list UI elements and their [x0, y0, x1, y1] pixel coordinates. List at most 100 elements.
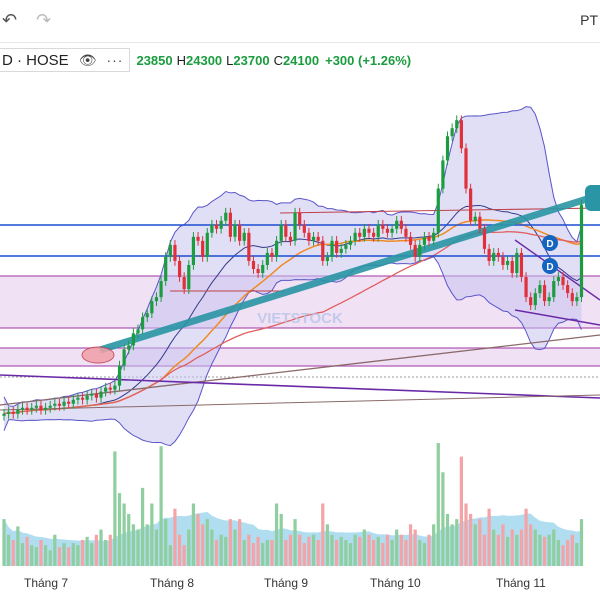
candle-body [450, 128, 454, 137]
volume-bar [242, 539, 246, 566]
volume-bar [210, 529, 214, 566]
volume-bar [335, 539, 339, 566]
symbol-box[interactable]: D · HOSE 👁 ··· [0, 48, 131, 72]
high-value: 24300 [186, 52, 223, 68]
volume-bar [307, 536, 311, 566]
high-label: H [176, 52, 187, 68]
candle-body [39, 405, 43, 410]
candle-body [399, 220, 403, 229]
candle-body [173, 244, 177, 261]
undo-icon[interactable]: ↶ [2, 10, 18, 30]
candle-body [482, 228, 487, 249]
candle-body [413, 244, 417, 257]
brown-lower-line [0, 394, 600, 411]
volume-bar [265, 539, 269, 566]
x-axis: Tháng 7 Tháng 8 Tháng 9 Tháng 10 Tháng 1… [0, 568, 600, 600]
volume-bar [515, 534, 519, 566]
candle-body [422, 236, 427, 245]
candle-body [524, 277, 528, 298]
volume-bar [233, 529, 237, 566]
candle-body [224, 212, 228, 221]
candle-body [408, 236, 413, 245]
eye-icon[interactable]: 👁 [78, 51, 97, 68]
redo-icon[interactable]: ↷ [36, 10, 52, 30]
candle-body [150, 301, 154, 314]
volume-bar [529, 524, 533, 566]
volume-bar [219, 534, 223, 566]
candle-body [177, 260, 182, 278]
volume-bar [94, 534, 98, 566]
close-value: 24100 [282, 52, 320, 68]
candle-body [492, 252, 496, 261]
candle-body [71, 399, 75, 404]
volume-bar [561, 545, 565, 566]
candle-body [53, 403, 57, 406]
volume-bar [519, 529, 524, 566]
volume-bar [99, 529, 103, 566]
candle-body [201, 240, 205, 257]
volume-bar [196, 513, 200, 566]
more-icon[interactable]: ··· [106, 52, 124, 68]
candle-body [473, 216, 477, 221]
x-label-5: Tháng 11 [496, 576, 546, 590]
volume-bar [455, 519, 459, 566]
candle-body [16, 409, 20, 414]
volume-bar [533, 529, 537, 566]
candle-body [25, 407, 29, 410]
volume-bar [469, 513, 473, 566]
candle-body [159, 281, 163, 298]
volume-bar [339, 536, 343, 566]
volume-bar [376, 536, 380, 566]
candle-body [80, 397, 85, 400]
volume-bar [2, 519, 6, 566]
volume-bar [395, 529, 399, 566]
dividend-marker-label: D [546, 262, 553, 273]
volume-bar [422, 543, 427, 566]
candle-body [131, 333, 135, 346]
candle-body [85, 395, 89, 400]
signal-markers: DD [542, 235, 558, 274]
volume-bar [274, 503, 279, 566]
candle-body [7, 411, 11, 414]
volume-bar [57, 547, 62, 566]
toolbar-right-label[interactable]: PT [580, 12, 598, 28]
candle-body [575, 297, 579, 302]
volume-bar [251, 543, 256, 566]
volume-bar [399, 534, 403, 566]
volume-bar [367, 534, 371, 566]
candle-body [48, 405, 52, 408]
volume-bar [496, 534, 500, 566]
candle-body [455, 120, 459, 129]
candle-body [238, 224, 242, 241]
bollinger-upper [3, 106, 582, 407]
x-label-3: Tháng 9 [264, 576, 309, 590]
candle-body [418, 244, 422, 257]
candle-body [556, 277, 560, 282]
volume-bar [427, 534, 431, 566]
candle-body [344, 244, 348, 249]
candle-body [256, 269, 260, 274]
volume-bar [173, 508, 177, 566]
candle-body [261, 264, 265, 274]
volume-bar [524, 508, 528, 566]
volume-bar [316, 539, 320, 566]
candle-body [436, 188, 440, 233]
volume-bar [353, 534, 357, 566]
volume-bar [362, 529, 366, 566]
volume-bar [501, 524, 505, 566]
candle-body [136, 329, 140, 334]
chart-legend: D · HOSE 👁 ··· 23850 H 24300 L 23700 C 2410… [0, 48, 411, 72]
volume-bar [284, 539, 288, 566]
volume-bar [325, 524, 329, 566]
candle-body [501, 256, 505, 265]
price-chart[interactable]: VIETSTOCK DD [0, 72, 600, 568]
candle-body [432, 232, 436, 241]
candle-body [228, 212, 232, 237]
volume-bar [182, 545, 186, 566]
candle-body [533, 293, 537, 306]
volume-bar [71, 543, 75, 566]
volume-bar [344, 539, 348, 566]
candle-body [330, 240, 334, 257]
candle-body [196, 236, 200, 241]
volume-bar [404, 539, 408, 566]
